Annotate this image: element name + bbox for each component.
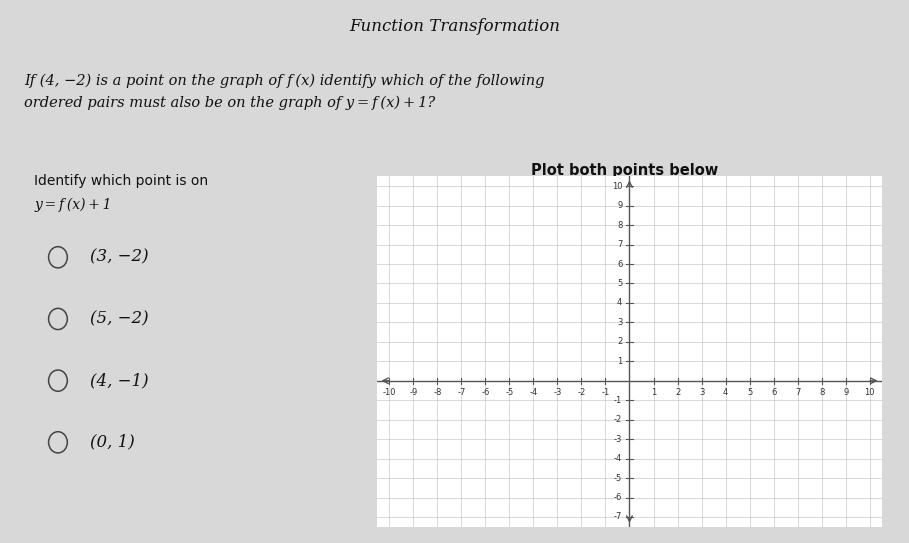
Text: -2: -2 xyxy=(614,415,623,424)
Text: 8: 8 xyxy=(819,388,824,396)
Text: 8: 8 xyxy=(617,220,623,230)
Text: 10: 10 xyxy=(864,388,875,396)
Text: 4: 4 xyxy=(723,388,728,396)
Text: 7: 7 xyxy=(617,240,623,249)
Text: 5: 5 xyxy=(617,279,623,288)
Text: 4: 4 xyxy=(617,299,623,307)
Text: -1: -1 xyxy=(614,396,623,405)
Text: -4: -4 xyxy=(529,388,537,396)
Text: 6: 6 xyxy=(617,260,623,269)
Text: 3: 3 xyxy=(617,318,623,327)
Text: (0, 1): (0, 1) xyxy=(90,434,135,451)
Text: 9: 9 xyxy=(617,201,623,210)
Text: Identify which point is on: Identify which point is on xyxy=(35,174,208,188)
Text: -2: -2 xyxy=(577,388,585,396)
Text: -6: -6 xyxy=(614,493,623,502)
Text: (4, −1): (4, −1) xyxy=(90,372,149,389)
Text: (3, −2): (3, −2) xyxy=(90,249,149,266)
Text: Plot both points below: Plot both points below xyxy=(532,163,718,178)
Text: 5: 5 xyxy=(747,388,753,396)
Text: y = f (x) + 1: y = f (x) + 1 xyxy=(35,198,112,212)
Text: -5: -5 xyxy=(505,388,514,396)
Text: 3: 3 xyxy=(699,388,704,396)
Text: Function Transformation: Function Transformation xyxy=(349,18,560,35)
Text: -3: -3 xyxy=(614,434,623,444)
Text: -3: -3 xyxy=(554,388,562,396)
Text: -4: -4 xyxy=(614,454,623,463)
Text: -5: -5 xyxy=(614,473,623,483)
Text: 1: 1 xyxy=(617,357,623,366)
Text: -7: -7 xyxy=(614,513,623,521)
Text: (5, −2): (5, −2) xyxy=(90,311,149,327)
Text: -10: -10 xyxy=(383,388,396,396)
Text: -7: -7 xyxy=(457,388,465,396)
Text: 6: 6 xyxy=(771,388,776,396)
Text: If (4, −2) is a point on the graph of f (x) identify which of the following
orde: If (4, −2) is a point on the graph of f … xyxy=(25,73,544,110)
Text: 2: 2 xyxy=(617,337,623,346)
Text: -9: -9 xyxy=(409,388,417,396)
Text: 7: 7 xyxy=(795,388,800,396)
Text: 1: 1 xyxy=(651,388,656,396)
Text: 9: 9 xyxy=(843,388,848,396)
Text: 2: 2 xyxy=(674,388,680,396)
Text: -8: -8 xyxy=(433,388,442,396)
Text: 10: 10 xyxy=(612,182,623,191)
Text: -1: -1 xyxy=(602,388,610,396)
Text: -6: -6 xyxy=(481,388,490,396)
